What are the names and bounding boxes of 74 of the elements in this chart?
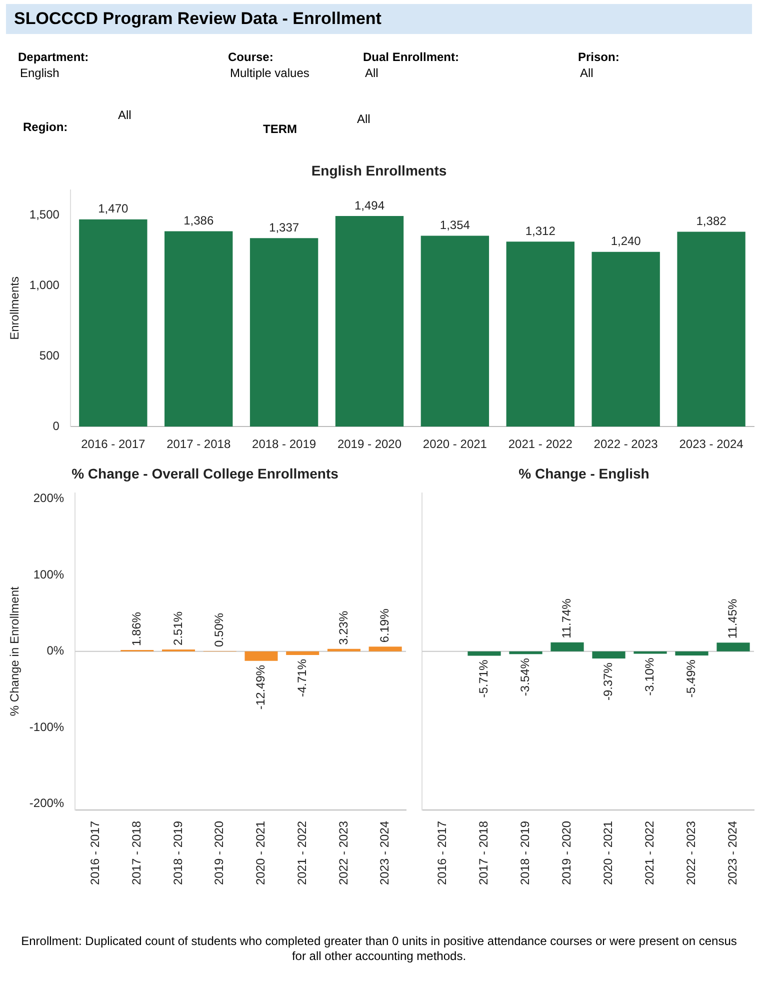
data-label: 1,470 <box>98 202 128 216</box>
text: All <box>580 66 594 80</box>
data-label: -5.49% <box>684 659 698 698</box>
x-tick-label: 2022 - 2023 <box>594 437 658 452</box>
x-tick-label: 2023 - 2024 <box>679 437 744 452</box>
x-tick-label: 2019 - 2020 <box>337 437 402 452</box>
x-tick-label: 2017 - 2018 <box>166 437 231 452</box>
x-tick-label: 2023 - 2024 <box>726 820 740 886</box>
x-tick-label: 2019 - 2020 <box>212 820 226 886</box>
data-label: -9.37% <box>601 662 616 701</box>
x-tick-label: 2022 - 2023 <box>336 820 350 886</box>
x-tick-label: 2018 - 2019 <box>518 820 532 886</box>
text: Enrollment: Duplicated count of students who completed greater than 0 units in positive attendance courses or were present on census for all other accounting methods. <box>20 934 738 964</box>
data-label: 0.50% <box>212 612 226 647</box>
x-tick-label: 2020 - 2021 <box>254 820 268 886</box>
text: TERM <box>263 122 297 136</box>
data-label: 1,312 <box>525 224 556 238</box>
data-label: -4.71% <box>294 658 309 697</box>
text: Course: <box>228 50 274 64</box>
x-tick-label: 2023 - 2024 <box>378 820 392 886</box>
data-label: 1,240 <box>610 234 642 248</box>
text: Department: <box>18 50 89 64</box>
text: All <box>357 112 370 126</box>
data-label: 11.45% <box>726 598 740 639</box>
data-label: 3.23% <box>336 610 350 645</box>
x-tick-label: 2016 - 2017 <box>88 820 102 886</box>
x-tick-label: 2017 - 2018 <box>129 820 144 886</box>
data-label: 2.51% <box>170 611 185 646</box>
x-tick-label: 2018 - 2019 <box>252 437 316 452</box>
y-tick-label: 1,000 <box>29 278 60 292</box>
chart-title: English Enrollments <box>311 162 447 178</box>
data-label: 1,354 <box>440 218 470 232</box>
data-label: 1,382 <box>696 214 727 228</box>
data-label: 1.86% <box>129 612 144 646</box>
data-label: 1,386 <box>184 214 214 228</box>
text: Region: <box>23 120 68 134</box>
text: Dual Enrollment: <box>363 50 460 64</box>
text: Prison: <box>578 50 620 64</box>
data-label: 1,494 <box>354 198 385 212</box>
y-tick-label: 0% <box>46 644 64 658</box>
x-tick-label: 2020 - 2021 <box>422 437 488 452</box>
x-tick-label: 2016 - 2017 <box>435 820 450 886</box>
y-axis-title: % Change in Enrollment <box>8 586 22 716</box>
x-tick-label: 2021 - 2022 <box>294 820 309 886</box>
data-label: -3.10% <box>642 657 657 696</box>
x-tick-label: 2016 - 2017 <box>81 437 146 452</box>
x-tick-label: 2021 - 2022 <box>508 437 573 452</box>
data-label: 11.74% <box>560 598 574 638</box>
y-tick-label: 200% <box>33 491 64 506</box>
data-label: -5.71% <box>476 659 491 698</box>
text: SLOCCCD Program Review Data - Enrollment <box>6 4 752 34</box>
x-tick-label: 2021 - 2022 <box>642 820 657 886</box>
y-tick-label: -100% <box>29 720 64 734</box>
text: All <box>118 108 132 122</box>
y-axis-title: Enrollments <box>8 276 22 340</box>
y-tick-label: 500 <box>39 348 60 362</box>
y-tick-label: -200% <box>29 796 64 810</box>
x-tick-label: 2018 - 2019 <box>170 820 185 886</box>
text: All <box>365 66 378 80</box>
x-tick-label: 2020 - 2021 <box>601 820 616 886</box>
data-label: 6.19% <box>378 608 392 643</box>
y-tick-label: 100% <box>33 567 64 582</box>
y-tick-label: 1,500 <box>29 207 60 222</box>
chart-title: % Change - Overall College Enrollments <box>72 465 339 482</box>
chart-title: % Change - English <box>518 465 650 482</box>
data-label: -12.49% <box>254 664 268 710</box>
x-tick-label: 2017 - 2018 <box>476 820 491 886</box>
y-tick-label: 0 <box>52 418 60 433</box>
x-tick-label: 2022 - 2023 <box>684 820 698 886</box>
data-label: 1,337 <box>269 220 300 234</box>
data-label: -3.54% <box>518 658 532 696</box>
text: Multiple values <box>230 66 310 80</box>
x-tick-label: 2019 - 2020 <box>560 820 574 886</box>
text: English <box>20 66 60 80</box>
